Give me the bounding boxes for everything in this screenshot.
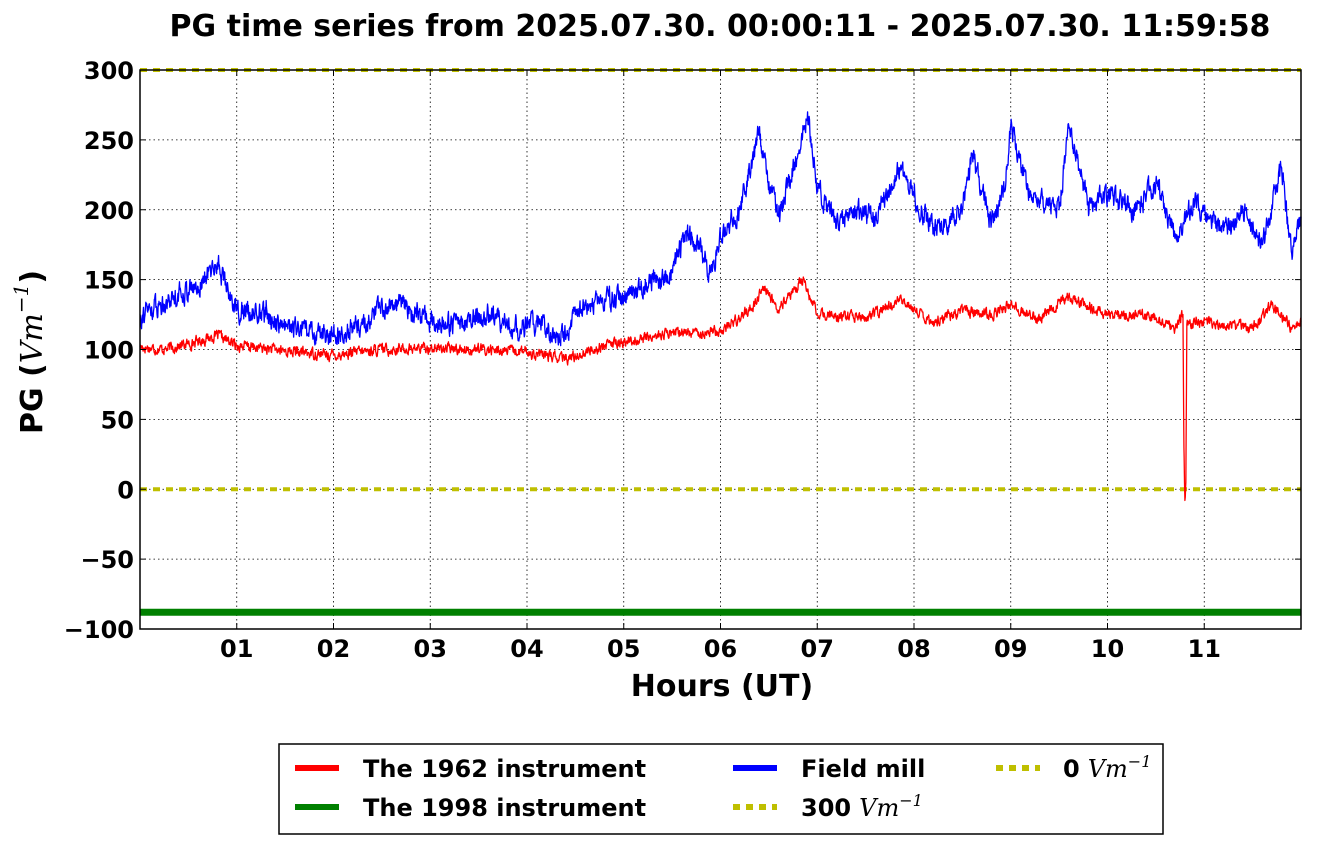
grid-lines bbox=[140, 70, 1301, 629]
x-tick-label: 03 bbox=[414, 635, 447, 663]
x-tick-label: 09 bbox=[994, 635, 1027, 663]
chart-title: PG time series from 2025.07.30. 00:00:11… bbox=[170, 9, 1271, 44]
legend-label-1962: The 1962 instrument bbox=[363, 755, 646, 783]
y-tick-label: 300 bbox=[84, 57, 134, 85]
x-axis-title: Hours (UT) bbox=[631, 669, 813, 704]
y-axis-title-group: PG (Vm−1) bbox=[9, 270, 50, 434]
y-tick-label: 150 bbox=[84, 267, 134, 295]
y-tick-label: −100 bbox=[64, 616, 134, 644]
y-tick-label: 100 bbox=[84, 337, 134, 365]
legend-label-300-exp: −1 bbox=[899, 791, 923, 810]
axis-ticks: 01 02 03 04 05 06 07 08 09 10 11 300 250 200 150 100 50 0… bbox=[64, 57, 1301, 663]
legend-label-field-mill: Field mill bbox=[801, 755, 925, 783]
y-axis-title: PG (Vm−1) bbox=[9, 270, 50, 434]
y-tick-label: 200 bbox=[84, 197, 134, 225]
x-tick-label: 01 bbox=[220, 635, 253, 663]
x-tick-label: 05 bbox=[607, 635, 640, 663]
y-axis-title-unit: Vm bbox=[15, 313, 50, 363]
legend-box bbox=[278, 743, 1164, 835]
y-tick-label: 250 bbox=[84, 127, 134, 155]
legend-label-0-exp: −1 bbox=[1128, 752, 1152, 771]
legend-label-0: 0 Vm−1 bbox=[1063, 752, 1151, 783]
legend-label-1998: The 1998 instrument bbox=[363, 794, 646, 822]
legend-label-300-value: 300 bbox=[801, 794, 851, 822]
x-tick-label: 10 bbox=[1091, 635, 1124, 663]
y-tick-label: −50 bbox=[80, 546, 134, 574]
y-tick-label: 0 bbox=[117, 476, 134, 504]
series-line-2 bbox=[139, 111, 1302, 347]
y-axis-title-close: ) bbox=[15, 270, 50, 284]
legend-label-0-unit: Vm bbox=[1088, 755, 1128, 783]
x-tick-label: 04 bbox=[510, 635, 543, 663]
y-axis-title-main: PG ( bbox=[15, 363, 50, 434]
legend-label-0-value: 0 bbox=[1063, 755, 1080, 783]
legend-label-300: 300 Vm−1 bbox=[801, 791, 923, 822]
x-tick-label: 02 bbox=[317, 635, 350, 663]
series-line-0 bbox=[139, 276, 1302, 502]
legend: The 1962 instrument The 1998 instrument … bbox=[278, 743, 1164, 835]
x-tick-label: 07 bbox=[801, 635, 834, 663]
x-tick-label: 06 bbox=[704, 635, 737, 663]
x-tick-label: 08 bbox=[897, 635, 930, 663]
legend-label-300-unit: Vm bbox=[859, 794, 899, 822]
y-axis-title-exp: −1 bbox=[9, 284, 33, 313]
x-tick-label: 11 bbox=[1188, 635, 1221, 663]
y-tick-label: 50 bbox=[101, 406, 134, 434]
